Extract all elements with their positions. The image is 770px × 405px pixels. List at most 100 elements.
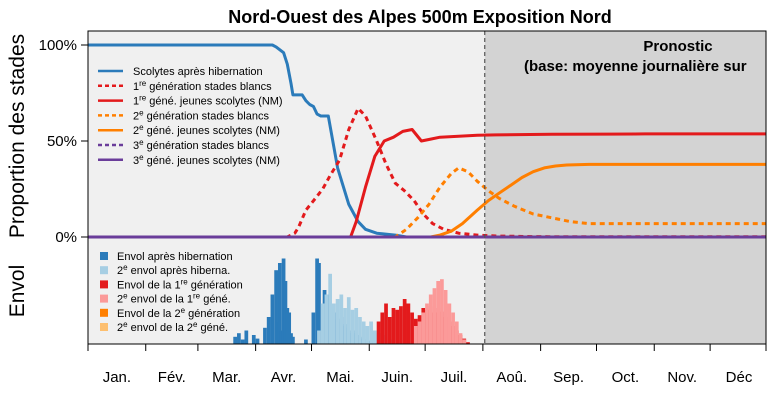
x-tick-label: Sep. [553,369,584,386]
bar-envol-hibernation [317,263,321,344]
bar-2e-envol-1re-generation [447,303,452,344]
bar-2e-envol-1re-generation [428,294,433,344]
bar-envol-1re-generation [380,312,385,344]
bar-envol-1re-generation [406,303,411,344]
bar-2e-envol-1re-generation [451,312,455,344]
legend-flight-swatch [100,266,108,275]
bar-envol-1re-generation [399,306,403,344]
x-tick-label: Oct. [612,369,640,386]
x-tick-label: Juil. [441,369,468,386]
bar-2e-envol-hibernation [350,309,355,344]
bar-envol-hibernation [240,339,245,344]
series-line-2 [88,106,766,239]
bar-2e-envol-1re-generation [443,290,448,344]
series-line-3 [88,128,766,239]
bar-2e-envol-1re-generation [436,281,441,344]
y-tick-label: 100% [39,37,77,54]
legend-flight-label: Envol après hibernation [117,251,233,263]
bar-2e-envol-hibernation [328,273,333,344]
legend-line-label: Scolytes après hibernation [133,66,263,78]
bar-envol-hibernation [263,327,267,344]
bar-2e-envol-hibernation [335,299,340,344]
plot-frame [87,30,767,345]
legend-line-label: 3e géné. jeunes scolytes (NM) [133,153,280,167]
legend-flight-label: 2e envol de la 2e géné. [117,320,228,334]
x-tick-label: Aoû. [496,369,527,386]
bar-envol-hibernation [277,263,282,344]
series-line-5 [88,162,766,239]
legend-flight-swatch [100,323,108,331]
bar-envol-hibernation [287,312,292,344]
bar-envol-hibernation [266,317,271,344]
bar-2e-envol-hibernation [369,321,373,344]
x-tick-label: Fév. [158,369,186,386]
bar-envol-1re-generation [466,342,470,344]
legend-flight-swatch [100,308,108,317]
bar-envol-1re-generation [395,309,400,344]
legend-flight-swatch [100,294,108,303]
bar-2e-envol-1re-generation [458,333,463,344]
bar-envol-hibernation [244,330,249,344]
axes: 100% 50% 0% Proportion des stades Envol Jan. F… [6,30,767,386]
bar-2e-envol-1re-generation [421,312,426,344]
bar-2e-envol-1re-generation [462,339,467,344]
legend-line-label: 3e génération stades blancs [133,138,269,152]
legend-flight-label: Envol de la 2e génération [117,306,240,320]
bar-envol-hibernation [270,294,275,344]
bar-envol-hibernation [311,312,316,344]
x-tick-label: Avr. [271,369,297,386]
y-tick-label: 0% [55,229,77,246]
x-tick-label: Mar. [212,369,241,386]
bar-envol-hibernation [237,333,241,344]
bar-2e-envol-hibernation [343,308,347,344]
legend-line-label: 1re géné. jeunes scolytes (NM) [133,94,283,108]
legend-line-label: 1re génération stades blancs [133,79,272,93]
bar-2e-envol-1re-generation [440,279,444,344]
bar-envol-hibernation [251,335,256,344]
legend-flight-label: 2e envol de la 1re géné. [117,292,231,306]
x-tick-label: Nov. [667,369,697,386]
bar-2e-envol-hibernation [361,321,366,344]
bar-2e-envol-hibernation [339,294,344,344]
legend-flight-swatch [100,280,108,289]
y-axis-label-bottom: Envol [6,265,29,318]
bar-2e-envol-1re-generation [413,326,418,344]
legend-flight-swatch [100,252,108,260]
bar-envol-1re-generation [376,321,381,344]
bar-2e-envol-1re-generation [417,321,422,344]
legend-flight-label: Envol de la 1re génération [117,277,243,291]
bar-2e-envol-hibernation [332,303,336,344]
x-tick-label: Jan. [103,369,131,386]
bar-2e-envol-hibernation [317,330,321,344]
legend-line-label: 2e génération stades blancs [133,108,269,122]
bar-2e-envol-1re-generation [432,288,437,344]
legend-flight-label: 2e envol après hiberna. [117,263,230,277]
x-tick-label: Juin. [381,369,413,386]
y-axis-label-top: Proportion des stades [6,34,29,238]
bar-2e-envol-hibernation [346,297,351,344]
series-line-4 [88,166,766,239]
legend-line-label: 2e géné. jeunes scolytes (NM) [133,123,280,137]
series-line-1 [88,43,407,239]
bar-envol-1re-generation [391,308,396,344]
bar-envol-1re-generation [402,299,407,344]
chart-title: Nord-Ouest des Alpes 500m Exposition Nor… [228,7,611,27]
forecast-background [484,31,766,344]
forecast-label-basis: (base: moyenne journalière sur [524,58,747,75]
bar-envol-hibernation [274,270,278,344]
bar-envol-1re-generation [387,317,392,344]
bar-envol-hibernation [233,336,238,344]
bar-envol-1re-generation [384,303,388,344]
x-tick-label: Mai. [326,369,354,386]
bar-2e-envol-hibernation [320,303,325,344]
bar-2e-envol-hibernation [358,317,362,344]
bar-2e-envol-1re-generation [425,303,429,344]
y-tick-label: 50% [47,133,77,150]
bar-2e-envol-hibernation [354,308,359,344]
bar-2e-envol-hibernation [324,294,329,344]
bar-envol-hibernation [255,338,260,344]
x-tick-label: Déc [726,369,753,386]
bar-2e-envol-1re-generation [454,321,459,344]
